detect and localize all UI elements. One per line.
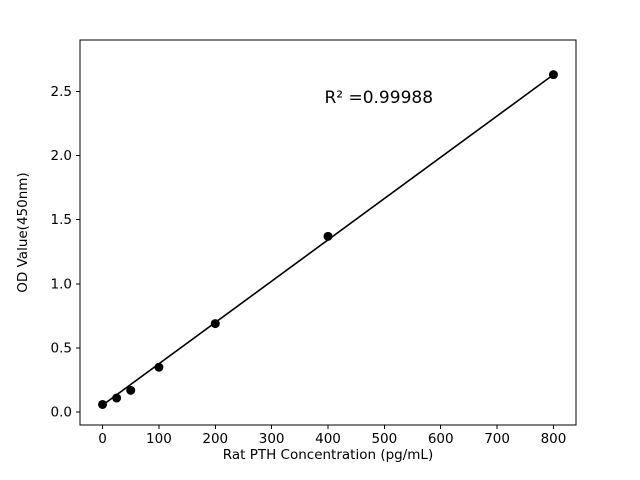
- x-tick-label: 300: [259, 431, 285, 447]
- x-tick-label: 500: [371, 431, 397, 447]
- data-point: [126, 385, 136, 395]
- data-point: [548, 70, 558, 80]
- y-tick-label: 2.0: [51, 148, 72, 164]
- x-tick-label: 100: [146, 431, 172, 447]
- x-tick-label: 800: [541, 431, 567, 447]
- x-tick-label: 0: [98, 431, 107, 447]
- y-axis-label: OD Value(450nm): [15, 172, 31, 292]
- y-tick-label: 1.0: [51, 276, 72, 292]
- y-tick-label: 2.5: [51, 84, 72, 100]
- data-point: [98, 399, 108, 409]
- data-point: [154, 362, 164, 372]
- x-tick-label: 200: [202, 431, 228, 447]
- data-point: [323, 231, 333, 241]
- y-tick-label: 0.0: [51, 405, 72, 421]
- y-tick-label: 1.5: [51, 212, 72, 228]
- x-axis-label: Rat PTH Concentration (pg/mL): [223, 447, 433, 463]
- x-tick-label: 700: [484, 431, 510, 447]
- data-point: [210, 319, 220, 329]
- x-tick-label: 600: [428, 431, 454, 447]
- r-squared-annotation: R² =0.99988: [324, 88, 433, 108]
- y-tick-label: 0.5: [51, 341, 72, 357]
- data-point: [112, 393, 122, 403]
- x-tick-label: 400: [315, 431, 341, 447]
